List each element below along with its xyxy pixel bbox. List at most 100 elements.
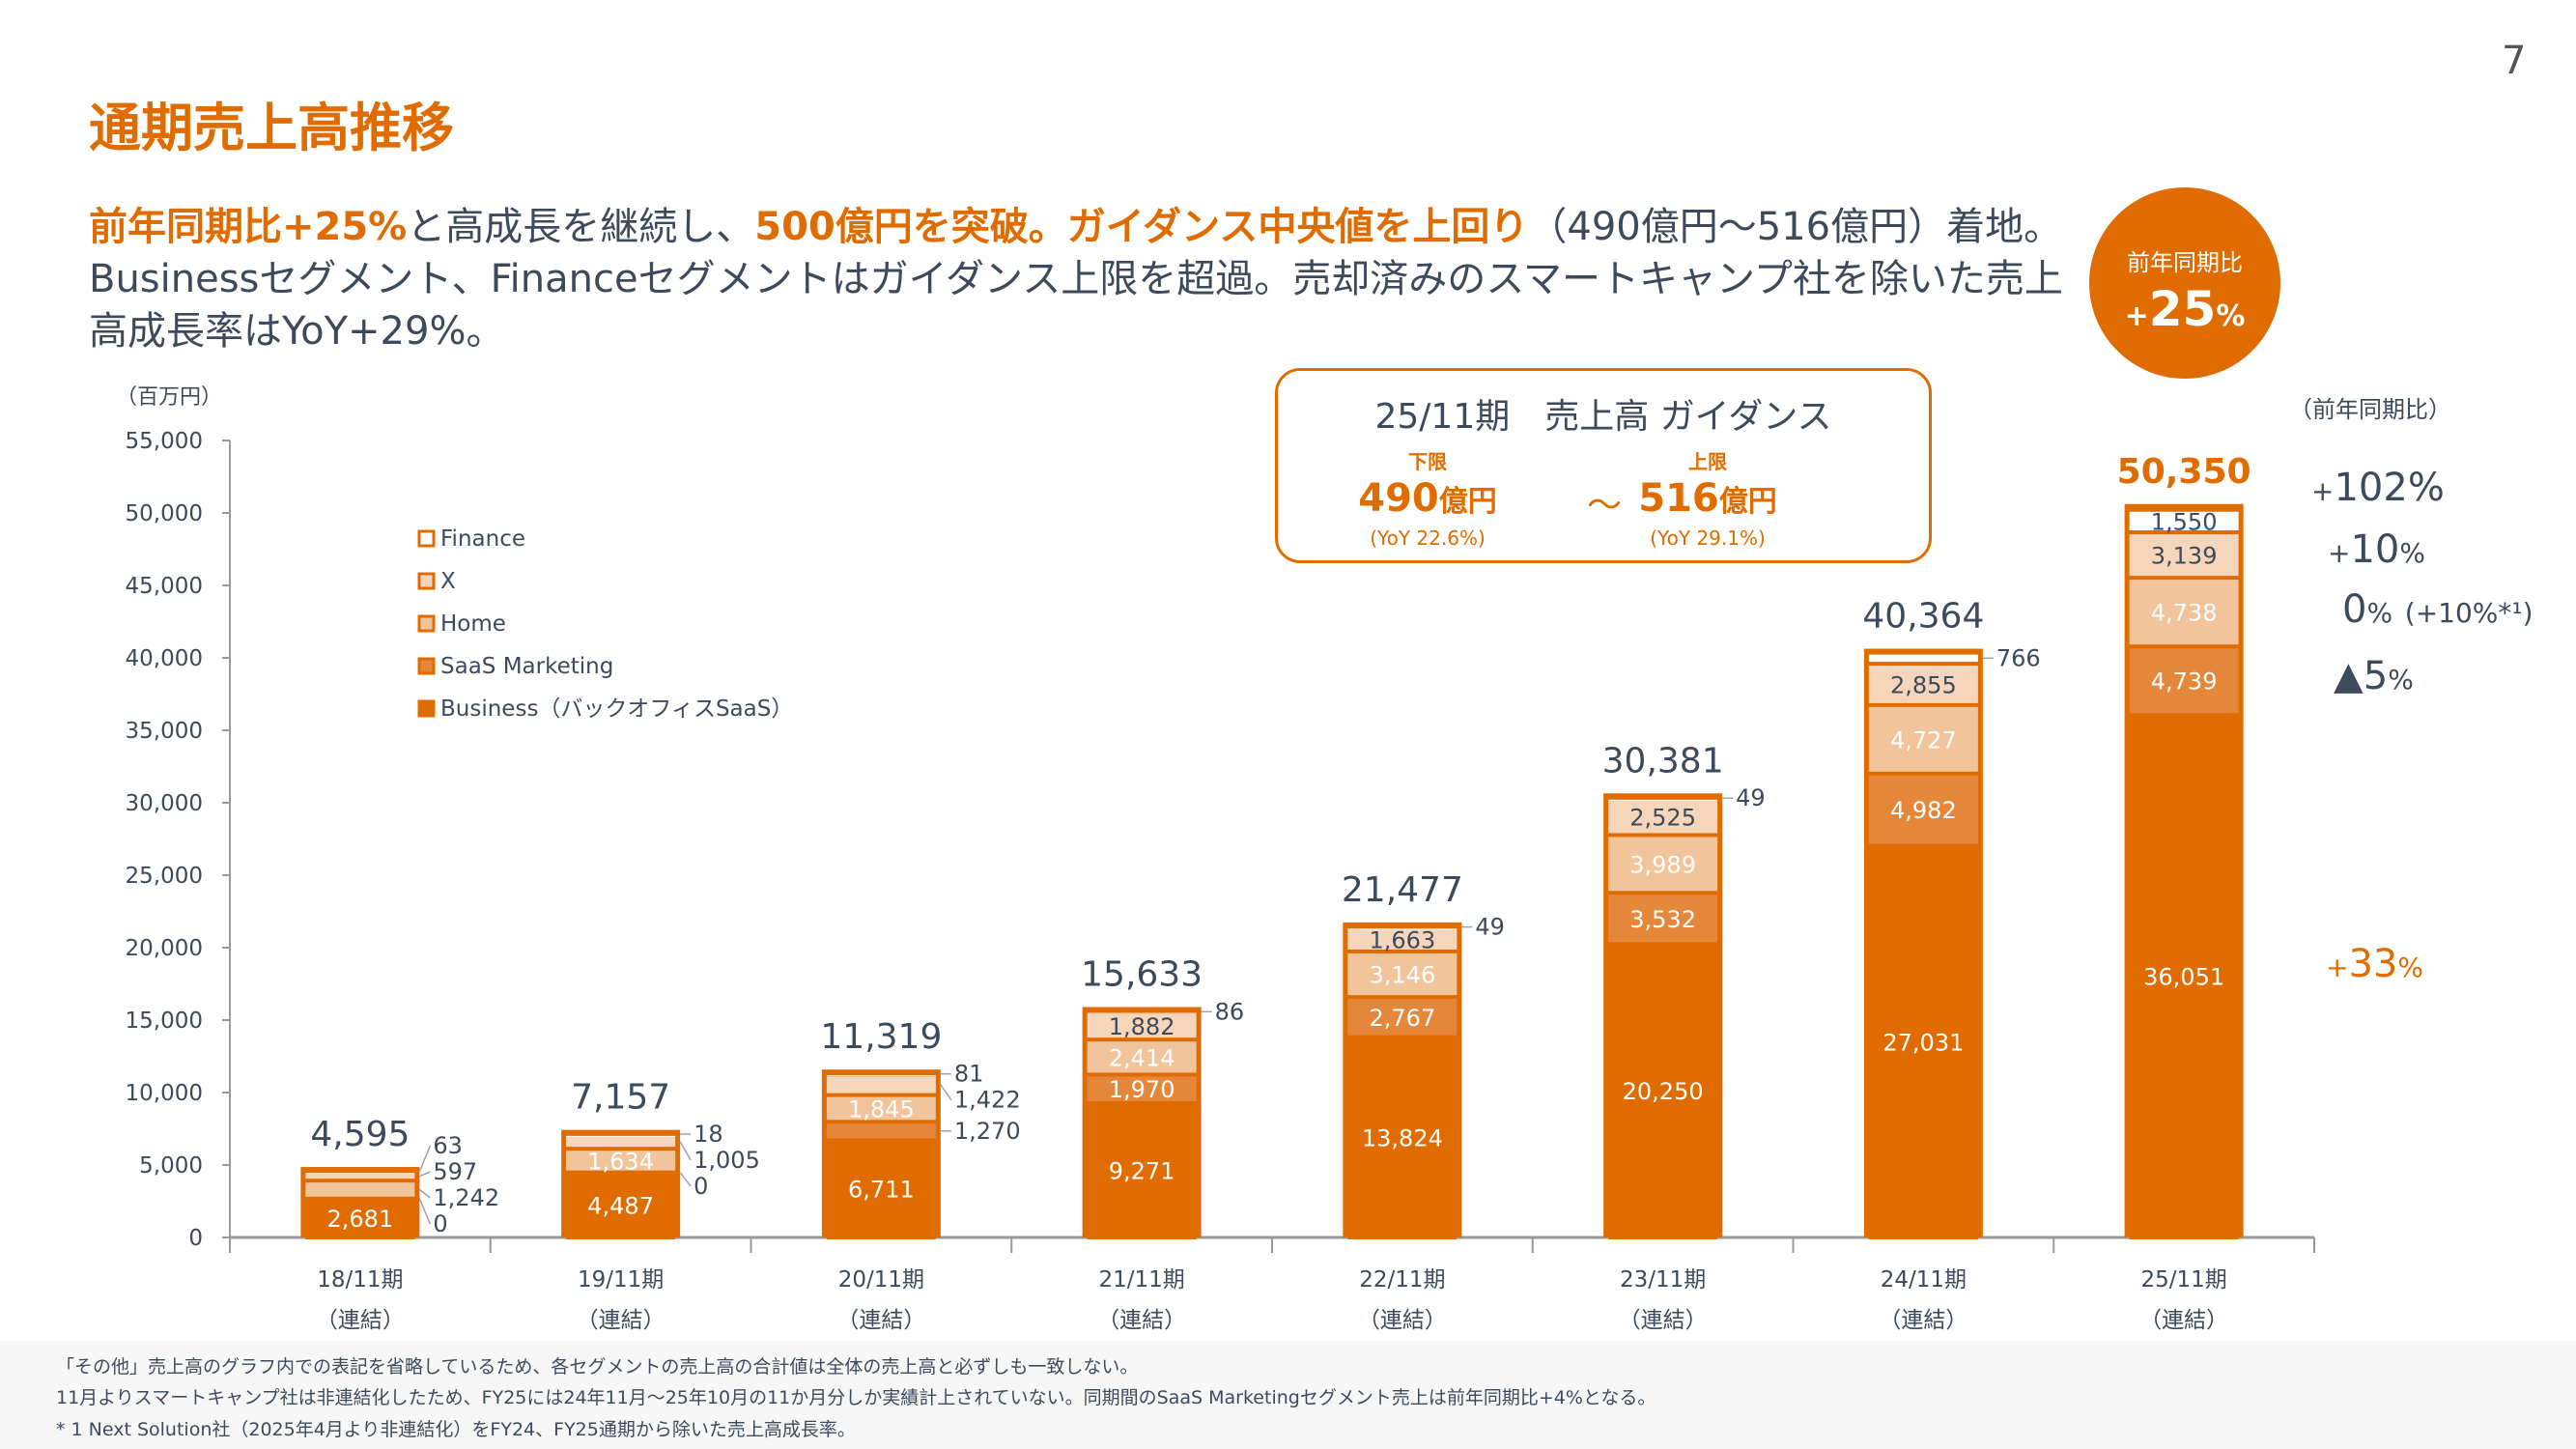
footnotes: 「その他」売上高のグラフ内での表記を省略しているため、各セグメントの売上高の合計… (0, 1341, 2576, 1449)
segment-label-leader (679, 1141, 692, 1161)
total-label: 4,595 (310, 1115, 410, 1154)
yoy-badge: 前年同期比 +25% (2089, 187, 2280, 379)
segment-label: 4,739 (2151, 668, 2218, 696)
bar-segment (1347, 1038, 1458, 1239)
category-sublabel: （連結） (2139, 1308, 2228, 1333)
segment-label: 81 (954, 1061, 984, 1088)
category-sublabel: （連結） (316, 1308, 405, 1333)
segment-label: 4,487 (587, 1192, 654, 1219)
revenue-stacked-bar-chart: （百万円） 0 5,000 10,000 15,000 20,000 25,000 30,00… (116, 385, 2315, 1333)
legend-label: Business（バックオフィスSaaS） (440, 696, 793, 722)
segment-label: 1,242 (433, 1184, 499, 1211)
unit: % (2388, 664, 2414, 696)
category-label: 23/11期 (1620, 1267, 1706, 1293)
segment-label: 1,845 (848, 1095, 915, 1122)
segment-label: 2,681 (327, 1206, 394, 1233)
total-label: 21,477 (1342, 870, 1463, 910)
value: ▲5 (2334, 654, 2389, 698)
bar-segment (2129, 533, 2239, 577)
unit: % (2407, 466, 2445, 510)
bar-segment (566, 1135, 676, 1137)
footnote-2: 11月よりスマートキャンプ社は非連結化したため、FY25には24年11月～25年… (56, 1387, 1656, 1408)
segment-label: 4,982 (1890, 797, 1957, 824)
y-tick-label: 20,000 (126, 936, 203, 961)
bar-segment (1868, 847, 1978, 1239)
bar-segment (305, 1182, 415, 1197)
y-tick-label: 35,000 (126, 719, 203, 744)
legend-swatch (417, 572, 436, 590)
badge-value: 25 (2148, 281, 2217, 337)
segment-label: 2,855 (1890, 671, 1957, 698)
segment-label: 27,031 (1882, 1029, 1964, 1056)
value: 0 (2342, 587, 2367, 632)
guidance-lower: 下限 490億円 (YoY 22.6%) (1312, 446, 1543, 550)
segment-label: 4,738 (2151, 600, 2218, 627)
segment-label-leader (419, 1171, 431, 1178)
category-label: 21/11期 (1098, 1267, 1184, 1293)
yoy-home: 0% (+10%*¹) (2342, 587, 2534, 632)
bar-segment (826, 1096, 936, 1121)
legend-label: X (440, 569, 456, 594)
total-label: 11,319 (820, 1017, 942, 1057)
bar-segment (305, 1174, 415, 1179)
yoy-x: +10% (2328, 527, 2425, 572)
category-sublabel: （連結） (577, 1308, 665, 1333)
segment-label: 3,146 (1370, 962, 1436, 989)
badge-sign: + (2124, 299, 2149, 333)
legend-label: SaaS Marketing (440, 654, 613, 679)
bar-segment (1347, 929, 1458, 950)
segment-label-leader (418, 1188, 431, 1199)
guidance-upper: 上限 516億円 (YoY 29.1%) (1592, 446, 1824, 550)
segment-label: 4,727 (1890, 726, 1957, 753)
legend-label: Finance (440, 526, 525, 552)
y-tick-label: 0 (188, 1226, 203, 1251)
legend-swatch (417, 529, 436, 548)
lower-value: 490 (1358, 476, 1439, 521)
unit: % (2399, 537, 2425, 569)
upper-caption: 上限 (1688, 450, 1727, 473)
bar-segment (1608, 800, 1718, 834)
value: 33 (2348, 942, 2398, 986)
bar-segment (826, 1123, 936, 1139)
segment-label: 49 (1736, 784, 1766, 811)
sign: + (2328, 537, 2351, 569)
category-label: 19/11期 (578, 1267, 664, 1293)
y-tick-label: 25,000 (126, 864, 203, 889)
sign: + (2311, 475, 2335, 507)
badge-label: 前年同期比 (2127, 249, 2243, 276)
yoy-business: +33% (2326, 942, 2423, 986)
segment-label: 1,882 (1109, 1013, 1175, 1040)
bar-segment (1608, 895, 1718, 943)
category-sublabel: （連結） (1097, 1308, 1186, 1333)
y-tick-label: 30,000 (126, 791, 203, 816)
category-label: 18/11期 (317, 1267, 403, 1293)
segment-label: 1,422 (954, 1087, 1021, 1114)
y-axis-unit: （百万円） (116, 385, 222, 410)
legend-swatch (417, 657, 436, 675)
value: 10 (2350, 527, 2400, 572)
y-tick-label: 55,000 (126, 429, 203, 454)
category-sublabel: （連結） (836, 1308, 925, 1333)
bar-segment (1868, 654, 1978, 663)
legend-swatch (417, 614, 436, 633)
headline-text-1: と高成長を継続し、 (407, 205, 755, 249)
bar-segment (566, 1136, 676, 1148)
segment-label: 2,414 (1109, 1044, 1175, 1071)
upper-yoy: (YoY 29.1%) (1650, 526, 1766, 550)
headline-highlight: 500億円を突破。ガイダンス中央値を上回り (754, 205, 1529, 249)
bar-segment (2129, 511, 2239, 530)
bar-segment (305, 1173, 415, 1175)
bar-segment (1087, 1076, 1197, 1101)
upper-unit: 億円 (1718, 485, 1777, 519)
total-label: 15,633 (1081, 955, 1203, 995)
footnote-1: 「その他」売上高のグラフ内での表記を省略しているため、各セグメントの売上高の合計… (56, 1356, 1139, 1378)
segment-label: 1,270 (954, 1118, 1021, 1145)
category-sublabel: （連結） (1358, 1308, 1447, 1333)
segment-label: 1,663 (1370, 926, 1436, 953)
segment-label-leader (679, 1172, 692, 1187)
bar-segment (1087, 1041, 1197, 1073)
segment-label: 6,711 (848, 1177, 915, 1204)
segment-label: 3,139 (2151, 543, 2218, 570)
headline-text-2: （490億円～516億円）着地。Businessセグメント、Financeセグメ… (89, 205, 2063, 354)
category-label: 20/11期 (838, 1267, 924, 1293)
